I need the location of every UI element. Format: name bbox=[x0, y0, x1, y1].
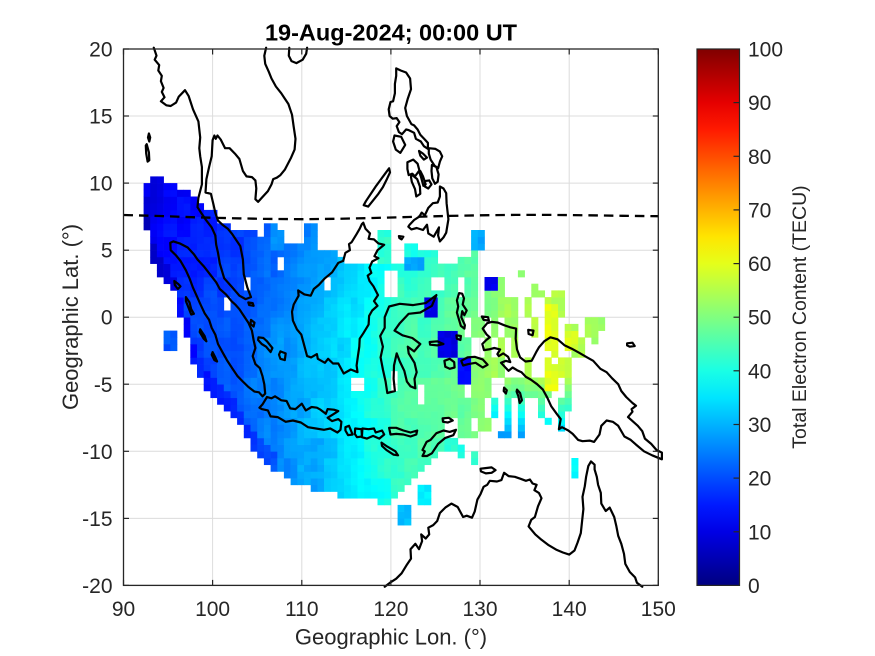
svg-text:60: 60 bbox=[748, 253, 771, 276]
svg-text:110: 110 bbox=[285, 598, 318, 621]
svg-text:-10: -10 bbox=[82, 441, 112, 464]
svg-text:100: 100 bbox=[195, 598, 230, 621]
svg-text:50: 50 bbox=[748, 307, 771, 330]
svg-text:70: 70 bbox=[748, 199, 771, 222]
svg-text:80: 80 bbox=[748, 146, 771, 169]
svg-text:10: 10 bbox=[89, 173, 112, 196]
svg-text:0: 0 bbox=[748, 575, 760, 598]
svg-text:90: 90 bbox=[748, 92, 771, 115]
svg-text:90: 90 bbox=[112, 598, 135, 621]
svg-text:150: 150 bbox=[641, 598, 676, 621]
svg-text:120: 120 bbox=[373, 598, 408, 621]
svg-text:Geographic Lon. (°): Geographic Lon. (°) bbox=[295, 625, 487, 650]
svg-text:30: 30 bbox=[748, 414, 771, 437]
svg-text:19-Aug-2024; 00:00 UT: 19-Aug-2024; 00:00 UT bbox=[265, 20, 518, 46]
svg-text:140: 140 bbox=[552, 598, 587, 621]
svg-text:5: 5 bbox=[101, 240, 113, 263]
svg-text:130: 130 bbox=[462, 598, 497, 621]
svg-text:100: 100 bbox=[748, 39, 783, 62]
svg-text:Total Electron Content (TECU): Total Electron Content (TECU) bbox=[789, 185, 811, 448]
svg-text:-20: -20 bbox=[82, 575, 112, 598]
svg-text:40: 40 bbox=[748, 360, 771, 383]
svg-text:10: 10 bbox=[748, 521, 771, 544]
svg-text:0: 0 bbox=[101, 307, 113, 330]
svg-text:-5: -5 bbox=[94, 374, 113, 397]
svg-text:15: 15 bbox=[89, 106, 112, 129]
svg-text:20: 20 bbox=[748, 468, 771, 491]
svg-text:Geographic Lat. (°): Geographic Lat. (°) bbox=[58, 224, 83, 410]
svg-text:20: 20 bbox=[89, 39, 112, 62]
svg-text:-15: -15 bbox=[82, 508, 112, 531]
